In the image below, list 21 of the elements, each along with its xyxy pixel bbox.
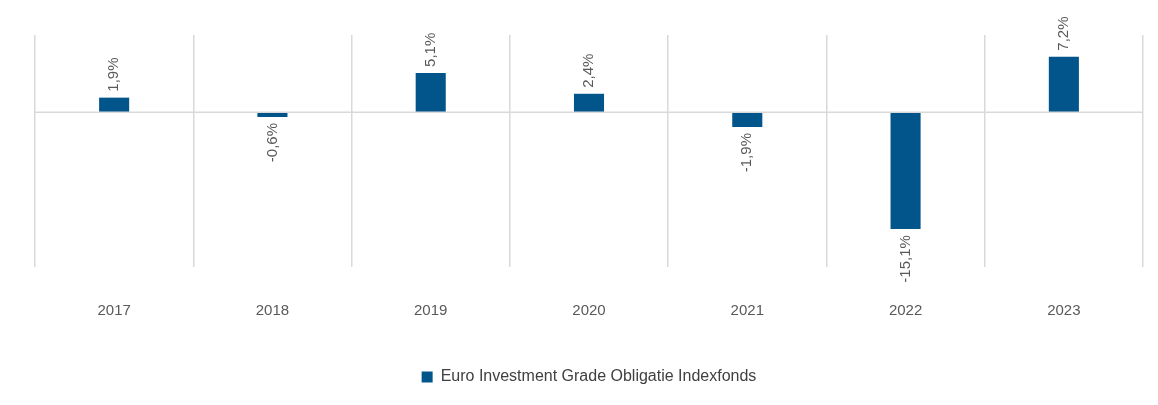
bar [890, 112, 921, 230]
bar [99, 97, 130, 113]
bar [573, 93, 605, 113]
x-tick-label: 2021 [730, 301, 764, 319]
data-label: -1,9% [737, 133, 755, 173]
x-tick-label: 2017 [97, 301, 131, 319]
bar [732, 112, 763, 128]
x-tick-label: 2023 [1047, 301, 1081, 319]
bar [415, 72, 446, 113]
x-tick-label: 2018 [255, 301, 290, 319]
data-label: -0,6% [262, 122, 280, 163]
data-label: 5,1% [420, 32, 438, 67]
x-tick-label: 2022 [888, 301, 923, 319]
data-label: 7,2% [1054, 16, 1071, 51]
data-label: 2,4% [579, 53, 597, 88]
x-tick-label: 2019 [414, 301, 448, 319]
legend-label: Euro Investment Grade Obligatie Indexfonds [440, 367, 757, 385]
bar [1048, 56, 1079, 113]
data-label: -15,1% [895, 235, 913, 283]
x-tick-label: 2020 [572, 301, 606, 319]
data-label: 1,9% [104, 57, 122, 92]
